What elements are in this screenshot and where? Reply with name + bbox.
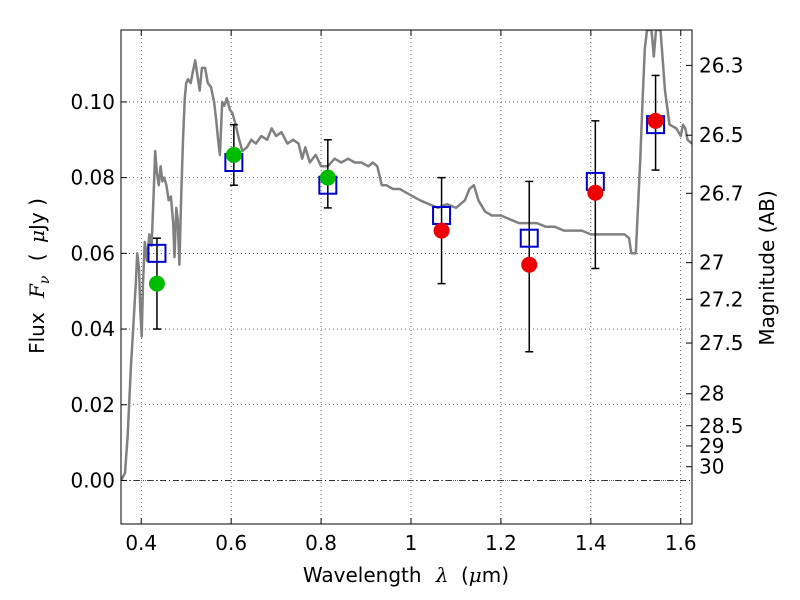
plot-area [121,30,692,482]
x-axis-label-unit-mu: μ [469,563,482,587]
axis-ticks [121,30,692,524]
y-tick-label: 0.02 [70,393,115,417]
y2-tick-label: 28 [699,382,724,406]
observed-optical-point [148,275,165,292]
y2-tick-label: 26.5 [699,123,744,147]
model-photometry [147,115,666,263]
x-axis-label: Wavelength λ (μm) [303,563,509,587]
observed-optical-point [225,146,242,163]
x-tick-label: 0.6 [215,531,247,555]
x-tick-label: 1 [405,531,418,555]
model-sed-line [121,30,692,482]
x-tick-label: 1.4 [575,531,607,555]
y2-tick-label: 27.2 [699,287,744,311]
x-axis-label-symbol: λ [435,563,449,587]
model-sed [121,30,692,482]
y2-tick-label: 30 [699,455,724,479]
plot-frame [120,29,693,525]
model-photometry-point [147,243,167,263]
x-tick-label: 0.8 [305,531,337,555]
y2-tick-label: 28.5 [699,414,744,438]
y-tick-label: 0.08 [70,166,115,190]
y-axis-label-symbol: F [25,283,49,299]
y2-axis-label: Magnitude (AB) [755,190,779,345]
observed-nir-point [433,222,450,239]
y-tick-label: 0.00 [70,468,115,492]
y2-tick-label: 27.5 [699,331,744,355]
y-tick-label: 0.04 [70,317,115,341]
y2-tick-label: 27 [699,251,724,275]
x-axis-label-unit-rest: m) [482,563,509,587]
tick-labels: 0.4 0.6 0.8 1 1.2 1.4 1.6 0.00 0.02 0.04 0.06 0.08 0… [70,53,743,555]
observed-nir-point [521,256,538,273]
grid-lines [121,30,692,524]
y-tick-label: 0.06 [70,241,115,265]
observed-nir-point [587,184,604,201]
x-tick-label: 1.2 [485,531,517,555]
y-axis-label-symbol-sub: ν [37,275,53,284]
y-axis-label: Flux Fν ( μJy ) [25,198,54,354]
y2-tick-label: 29 [699,434,724,458]
observed-optical-point [319,169,336,186]
y-tick-label: 0.10 [70,90,115,114]
observed-photometry [148,112,664,292]
y2-tick-label: 26.7 [699,181,744,205]
y-axis-label-unit-rest: Jy ) [25,198,49,232]
x-tick-label: 0.4 [125,531,157,555]
y-axis-label-unit-mu: μ [25,230,49,243]
y-axis-label-text: Flux [25,312,49,354]
error-bars [152,74,660,353]
observed-nir-point [647,112,664,129]
x-axis-label-text: Wavelength [303,563,422,587]
x-tick-label: 1.6 [665,531,697,555]
model-photometry-point [519,228,539,248]
y-axis-label-unit-open: ( [25,253,49,261]
y2-tick-label: 26.3 [699,53,744,77]
x-axis-label-unit-open: ( [461,563,469,587]
